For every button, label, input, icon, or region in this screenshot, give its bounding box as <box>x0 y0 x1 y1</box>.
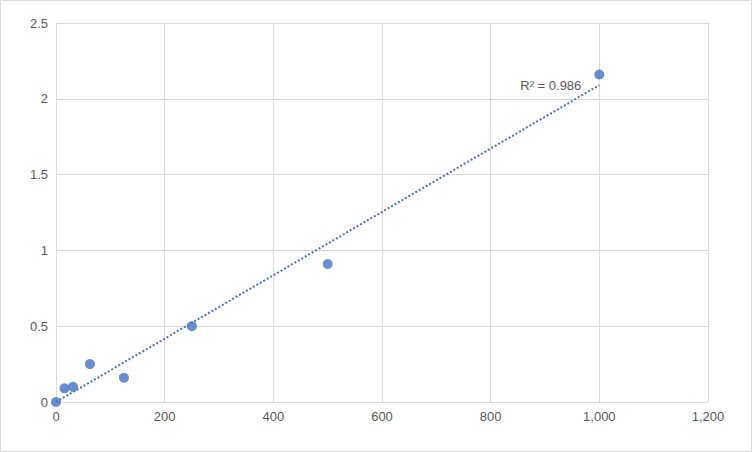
svg-text:1,000: 1,000 <box>583 409 616 424</box>
svg-text:1.5: 1.5 <box>30 167 48 182</box>
svg-text:2: 2 <box>41 91 48 106</box>
svg-text:R² = 0.986: R² = 0.986 <box>520 78 581 93</box>
svg-text:600: 600 <box>371 409 393 424</box>
svg-text:0.5: 0.5 <box>30 319 48 334</box>
svg-text:0: 0 <box>41 395 48 410</box>
svg-text:2.5: 2.5 <box>30 16 48 31</box>
svg-text:400: 400 <box>262 409 284 424</box>
svg-text:200: 200 <box>154 409 176 424</box>
svg-text:0: 0 <box>52 409 59 424</box>
svg-text:1,200: 1,200 <box>692 409 725 424</box>
svg-text:800: 800 <box>480 409 502 424</box>
svg-text:1: 1 <box>41 243 48 258</box>
